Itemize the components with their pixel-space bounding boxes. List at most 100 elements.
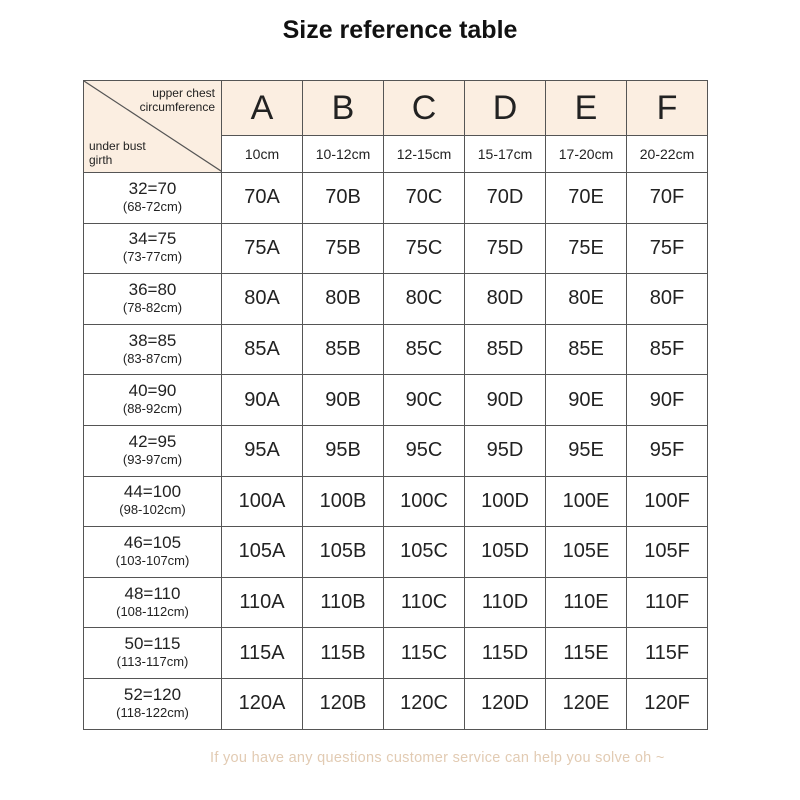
band-size: 50=115 (124, 634, 181, 654)
size-cell: 70C (383, 172, 465, 224)
footer-note: If you have any questions customer servi… (210, 750, 665, 766)
size-cell: 120F (626, 677, 708, 730)
header-row-ranges: 10cm 10-12cm 12-15cm 15-17cm 17-20cm 20-22cm (84, 135, 708, 173)
size-cell: 105A (221, 526, 303, 578)
band-size-cell: 50=115 (113-117cm) (83, 627, 222, 679)
size-cell: 90E (545, 374, 627, 426)
size-cell: 100D (464, 475, 546, 528)
table-row: 38=85 (83-87cm) 85A 85B 85C 85D 85E 85F (83, 323, 708, 376)
size-cell: 120C (383, 677, 465, 730)
size-cell: 100F (626, 475, 708, 528)
size-cell: 75E (545, 222, 627, 275)
band-size: 42=95 (128, 431, 177, 451)
table-row: 46=105 (103-107cm) 105A 105B 105C 105D 105E 105… (83, 526, 708, 578)
size-cell: 110B (302, 576, 384, 629)
band-range: (73-77cm) (122, 249, 183, 265)
size-cell: 105B (302, 526, 384, 578)
size-cell: 115E (545, 627, 627, 679)
size-cell: 70F (626, 172, 708, 224)
size-cell: 75D (464, 222, 546, 275)
band-size-cell: 48=110 (108-112cm) (83, 576, 222, 629)
size-cell: 90A (221, 374, 303, 426)
size-cell: 110A (221, 576, 303, 629)
size-cell: 100C (383, 475, 465, 528)
size-cell: 80D (464, 273, 546, 325)
cup-range-A: 10cm (221, 135, 303, 173)
upper-chest-label: upper chest circumference (139, 86, 215, 114)
table-row: 50=115 (113-117cm) 115A 115B 115C 115D 115E 115… (83, 627, 708, 679)
size-cell: 95D (464, 424, 546, 477)
size-cell: 70E (545, 172, 627, 224)
size-cell: 70D (464, 172, 546, 224)
size-cell: 95A (221, 424, 303, 477)
size-cell: 110D (464, 576, 546, 629)
table-row: 52=120 (118-122cm) 120A 120B 120C 120D 120E 120… (83, 677, 708, 730)
cup-letter-D: D (464, 80, 546, 136)
band-size-cell: 44=100 (98-102cm) (83, 475, 222, 528)
band-range: (68-72cm) (122, 198, 183, 214)
size-cell: 85B (302, 323, 384, 376)
size-cell: 80F (626, 273, 708, 325)
band-size: 46=105 (123, 532, 182, 552)
size-cell: 95F (626, 424, 708, 477)
band-size-cell: 42=95 (93-97cm) (83, 424, 222, 477)
size-table: upper chest circumference under bust gir… (83, 80, 708, 730)
size-cell: 115A (221, 627, 303, 679)
band-size: 36=80 (128, 279, 177, 299)
band-range: (118-122cm) (116, 704, 189, 720)
band-size: 32=70 (128, 178, 177, 198)
size-cell: 75B (302, 222, 384, 275)
size-cell: 85C (383, 323, 465, 376)
size-cell: 105E (545, 526, 627, 578)
under-bust-label: under bust girth (89, 139, 146, 167)
table-row: 34=75 (73-77cm) 75A 75B 75C 75D 75E 75F (83, 222, 708, 275)
band-size-cell: 34=75 (73-77cm) (83, 222, 222, 275)
page-title: Size reference table (282, 16, 518, 44)
size-cell: 90D (464, 374, 546, 426)
size-cell: 120A (221, 677, 303, 730)
table-row: 48=110 (108-112cm) 110A 110B 110C 110D 110E 110… (83, 576, 708, 629)
size-cell: 105D (464, 526, 546, 578)
size-cell: 80B (302, 273, 384, 325)
band-range: (93-97cm) (122, 451, 183, 467)
cup-range-D: 15-17cm (464, 135, 546, 173)
band-size: 38=85 (128, 330, 177, 350)
band-range: (83-87cm) (122, 350, 183, 366)
cup-letter-C: C (383, 80, 465, 136)
size-cell: 75C (383, 222, 465, 275)
table-row: 44=100 (98-102cm) 100A 100B 100C 100D 100E 100F (83, 475, 708, 528)
size-cell: 115D (464, 627, 546, 679)
band-range: (108-112cm) (116, 603, 189, 619)
band-range: (78-82cm) (122, 299, 183, 315)
size-cell: 115C (383, 627, 465, 679)
cup-letter-A: A (221, 80, 303, 136)
band-size-cell: 52=120 (118-122cm) (83, 677, 222, 730)
size-cell: 85E (545, 323, 627, 376)
corner-header-cell: upper chest circumference under bust gir… (83, 80, 222, 173)
size-cell: 110C (383, 576, 465, 629)
cup-range-C: 12-15cm (383, 135, 465, 173)
size-cell: 120E (545, 677, 627, 730)
size-cell: 85F (626, 323, 708, 376)
size-cell: 100A (221, 475, 303, 528)
band-size-cell: 32=70 (68-72cm) (83, 172, 222, 224)
size-cell: 115B (302, 627, 384, 679)
size-cell: 105C (383, 526, 465, 578)
cup-letter-F: F (626, 80, 708, 136)
band-range: (103-107cm) (115, 552, 190, 568)
band-size-cell: 38=85 (83-87cm) (83, 323, 222, 376)
band-size: 52=120 (123, 684, 182, 704)
size-cell: 90B (302, 374, 384, 426)
size-cell: 120D (464, 677, 546, 730)
cup-range-B: 10-12cm (302, 135, 384, 173)
header-row-letters: upper chest circumference under bust gir… (83, 80, 708, 173)
size-cell: 85D (464, 323, 546, 376)
band-range: (113-117cm) (116, 654, 189, 670)
size-cell: 75A (221, 222, 303, 275)
cup-letter-B: B (302, 80, 384, 136)
size-cell: 100B (302, 475, 384, 528)
size-cell: 90F (626, 374, 708, 426)
band-size: 44=100 (123, 482, 182, 502)
table-row: 32=70 (68-72cm) 70A 70B 70C 70D 70E 70F (83, 172, 708, 224)
band-size-cell: 40=90 (88-92cm) (83, 374, 222, 426)
